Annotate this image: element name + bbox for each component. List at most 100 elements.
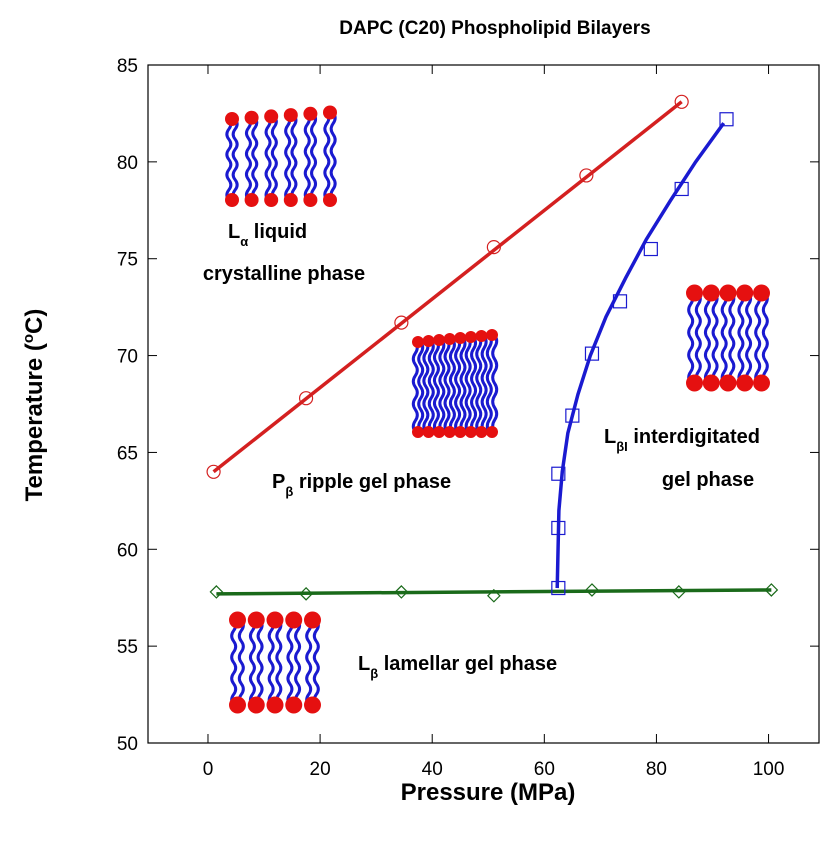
annotation-text: lamellar gel phase: [378, 653, 557, 675]
x-tick-label: 40: [422, 759, 443, 780]
marker: [719, 112, 734, 127]
lipid-head: [443, 426, 456, 438]
marker: [579, 168, 594, 183]
lipid-tail: [728, 292, 736, 384]
lipid-head: [266, 696, 284, 714]
lipid-tail: [329, 111, 337, 201]
lipid-tail: [438, 339, 446, 433]
x-tick-label: 60: [534, 759, 555, 780]
lipid-head: [753, 374, 770, 392]
lipid-tail: [720, 292, 728, 384]
lipid-tail: [244, 116, 252, 201]
annotation: Pβ ripple gel phase: [272, 471, 451, 499]
lipid-tail: [303, 112, 311, 201]
lipid-tail: [761, 292, 769, 384]
lipid-head: [244, 110, 259, 125]
annotation: LβI interdigitated: [604, 426, 760, 454]
lipid-head: [283, 193, 298, 207]
lipid-head: [736, 284, 754, 302]
lipid-tail: [251, 116, 259, 201]
lipid-tail: [290, 114, 298, 201]
marker: [764, 583, 779, 597]
lipid-tail: [422, 340, 430, 433]
lipid-head: [247, 611, 265, 629]
lipid-tail: [754, 292, 762, 384]
lipid-tail: [248, 619, 256, 706]
lipid-head: [304, 611, 321, 629]
lipid-head: [736, 374, 754, 392]
annotation-main: L: [358, 653, 370, 675]
lipid-head: [433, 334, 446, 346]
lipid-head: [686, 374, 703, 392]
lipid-head: [229, 611, 246, 629]
lipid-tail: [267, 619, 275, 706]
marker: [551, 520, 566, 536]
lipid-tail: [270, 115, 278, 201]
lipid-tail: [454, 337, 462, 433]
lipid-head: [454, 426, 467, 438]
lipid-tail: [480, 335, 488, 433]
lipid-head: [283, 108, 298, 123]
lipid-head: [225, 193, 239, 207]
x-tick-label: 0: [203, 759, 214, 780]
annotation-sub: βI: [616, 439, 628, 454]
marker: [487, 588, 501, 603]
lipid-head: [247, 696, 265, 714]
y-tick-label: 55: [117, 637, 138, 658]
marker: [585, 583, 599, 597]
annotation-text: crystalline phase: [203, 263, 365, 285]
y-tick-label: 50: [117, 734, 138, 755]
lipid-head: [229, 696, 246, 714]
lipid-head: [422, 426, 435, 438]
annotation-text: liquid: [248, 221, 307, 243]
annotation-text: gel phase: [662, 469, 754, 491]
x-tick-label: 20: [310, 759, 331, 780]
y-label-text: Temperature (: [21, 343, 48, 501]
lipid-tail: [703, 292, 711, 384]
lipid-tail: [417, 341, 425, 433]
marker: [612, 294, 628, 309]
lipid-icon: [229, 611, 321, 714]
annotation-sub: β: [370, 666, 378, 681]
lipid-tail: [464, 336, 472, 433]
lipid-head: [323, 105, 337, 120]
lipid-head: [412, 426, 424, 438]
annotation-text: ripple gel phase: [293, 471, 451, 493]
lipid-icon: [686, 284, 770, 392]
lipid-head: [422, 335, 435, 347]
lipid-tail: [256, 619, 264, 706]
fit-line: [555, 122, 726, 589]
lipid-head: [304, 696, 321, 714]
lipid-tail: [225, 118, 233, 201]
plot-frame: [147, 64, 820, 744]
y-tick-label: 75: [117, 250, 138, 271]
marker: [551, 580, 566, 596]
marker: [643, 241, 658, 257]
lipid-head: [285, 696, 303, 714]
fit-line: [216, 588, 772, 596]
lipid-head: [475, 330, 488, 342]
lipid-tail: [411, 341, 419, 433]
marker: [394, 585, 409, 599]
lipid-tail: [231, 118, 239, 201]
lipid-icon: [411, 329, 499, 438]
lipid-tail: [443, 338, 451, 433]
lipid-tail: [711, 292, 719, 384]
y-tick-label: 80: [117, 153, 138, 174]
lipid-tail: [230, 619, 238, 706]
y-axis-label: Temperature (oC): [20, 309, 48, 502]
lipid-head: [464, 331, 477, 343]
lipid-head: [266, 611, 284, 629]
marker: [299, 586, 313, 601]
lipid-head: [475, 426, 488, 438]
marker: [209, 585, 224, 599]
lipid-head: [285, 611, 303, 629]
lipid-tail: [323, 111, 331, 201]
lipid-tail: [237, 619, 245, 706]
marker: [486, 239, 501, 255]
y-tick-label: 60: [117, 540, 138, 561]
lipid-head: [225, 112, 239, 126]
lipid-tail: [485, 334, 493, 433]
